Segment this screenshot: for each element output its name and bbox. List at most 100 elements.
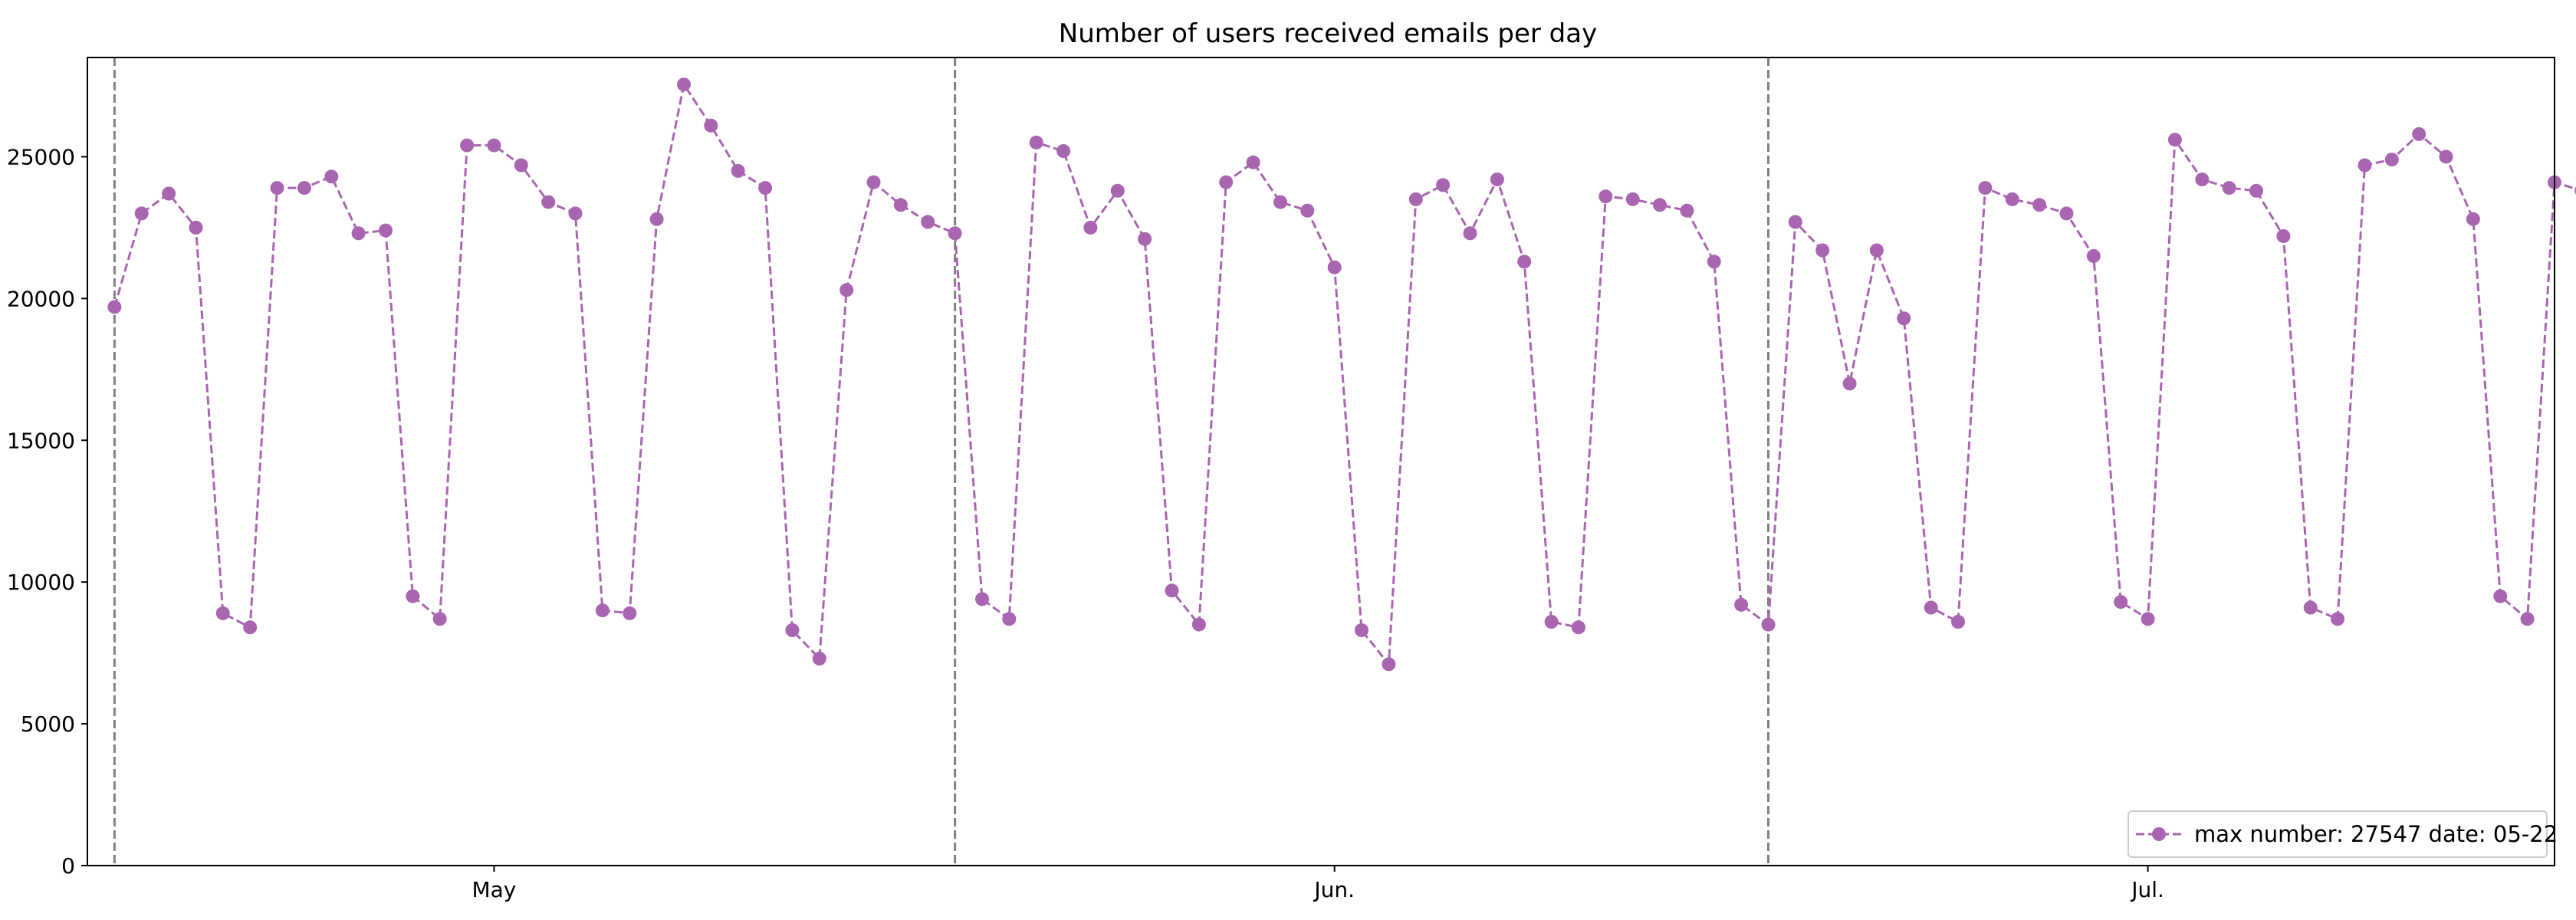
data-point-12 (432, 612, 447, 626)
x-tick-label-2: Jul. (2130, 877, 2164, 902)
data-point-46 (1355, 623, 1368, 637)
data-point-52 (1517, 255, 1532, 269)
chart-title: Number of users received emails per day (1059, 18, 1597, 49)
legend-box (2128, 810, 2548, 858)
data-point-62 (1788, 215, 1802, 229)
data-point-24 (758, 181, 773, 196)
data-point-15 (514, 158, 528, 172)
data-point-83 (2358, 158, 2372, 172)
data-point-42 (1246, 155, 1260, 169)
data-point-49 (1436, 178, 1451, 192)
data-point-0 (107, 300, 122, 314)
series-group (107, 77, 2576, 672)
data-point-60 (1734, 597, 1749, 612)
data-point-21 (677, 77, 691, 92)
data-point-69 (1978, 181, 1993, 196)
data-point-76 (2167, 133, 2182, 147)
data-point-84 (2384, 153, 2399, 167)
data-point-87 (2466, 212, 2480, 226)
data-point-65 (1869, 243, 1884, 258)
legend: max number: 27547 date: 05-22 (2128, 810, 2558, 858)
data-point-75 (2141, 612, 2155, 626)
data-point-78 (2222, 181, 2236, 196)
data-point-79 (2249, 183, 2263, 198)
data-point-86 (2439, 150, 2453, 164)
data-point-50 (1463, 226, 1477, 241)
data-point-57 (1653, 198, 1667, 212)
data-point-64 (1842, 376, 1857, 391)
data-point-13 (460, 138, 475, 153)
data-point-67 (1924, 600, 1938, 615)
data-point-54 (1571, 620, 1585, 635)
x-axis: May Jun. Jul. (472, 866, 2164, 902)
data-point-53 (1544, 615, 1559, 629)
data-point-41 (1219, 175, 1234, 189)
data-point-30 (921, 215, 935, 229)
vertical-reference-lines (113, 58, 1769, 866)
y-tick-label-0: 0 (61, 853, 75, 879)
data-point-8 (324, 169, 339, 184)
data-point-34 (1029, 135, 1043, 150)
data-point-4 (215, 606, 230, 620)
data-point-26 (812, 652, 826, 665)
legend-marker (2152, 827, 2166, 841)
data-point-51 (1490, 172, 1504, 186)
y-tick-label-5: 25000 (7, 144, 75, 169)
data-point-2 (162, 186, 176, 201)
data-point-5 (243, 620, 258, 635)
data-point-48 (1408, 192, 1423, 206)
data-point-27 (840, 283, 854, 297)
data-point-16 (541, 195, 556, 209)
data-point-59 (1707, 255, 1721, 269)
data-point-18 (595, 603, 610, 618)
data-point-89 (2520, 612, 2535, 626)
data-point-71 (2032, 198, 2047, 212)
data-point-7 (297, 181, 311, 196)
data-point-68 (1951, 615, 1965, 629)
data-point-82 (2331, 612, 2345, 626)
data-point-25 (785, 623, 800, 637)
data-point-31 (948, 226, 962, 241)
y-tick-label-4: 20000 (7, 286, 75, 311)
data-point-85 (2412, 127, 2426, 141)
data-point-81 (2303, 600, 2318, 615)
data-point-19 (623, 606, 637, 620)
legend-entry-label: max number: 27547 date: 05-22 (2194, 821, 2558, 847)
data-point-55 (1598, 189, 1613, 204)
data-point-20 (649, 212, 664, 226)
data-point-63 (1815, 243, 1830, 258)
y-tick-label-1: 5000 (21, 711, 75, 737)
data-point-43 (1273, 195, 1287, 209)
data-point-47 (1382, 657, 1396, 672)
data-point-17 (568, 206, 583, 221)
data-point-1 (134, 206, 149, 221)
data-point-80 (2276, 229, 2291, 243)
data-point-11 (406, 589, 420, 603)
data-point-22 (704, 118, 718, 133)
data-point-61 (1761, 617, 1776, 632)
data-point-56 (1625, 192, 1640, 206)
data-point-39 (1165, 583, 1179, 598)
plot-frame (87, 57, 2555, 866)
data-point-35 (1056, 144, 1071, 158)
y-axis: 0 5000 10000 15000 20000 25000 (7, 144, 87, 879)
data-point-33 (1002, 612, 1017, 626)
data-point-74 (2114, 595, 2128, 610)
y-tick-label-3: 15000 (7, 428, 75, 453)
series-line-0 (113, 81, 2576, 668)
data-point-73 (2086, 248, 2101, 263)
data-point-66 (1897, 311, 1911, 326)
data-point-77 (2195, 172, 2210, 186)
data-point-38 (1138, 232, 1152, 246)
data-point-10 (379, 223, 393, 238)
x-tick-label-1: Jun. (1313, 877, 1355, 902)
data-point-70 (2005, 192, 2019, 206)
data-point-32 (975, 592, 989, 606)
data-point-9 (351, 226, 366, 241)
data-point-58 (1680, 203, 1694, 218)
data-point-36 (1083, 220, 1098, 235)
data-point-44 (1300, 203, 1315, 218)
data-point-6 (270, 181, 284, 196)
data-point-88 (2493, 589, 2508, 603)
